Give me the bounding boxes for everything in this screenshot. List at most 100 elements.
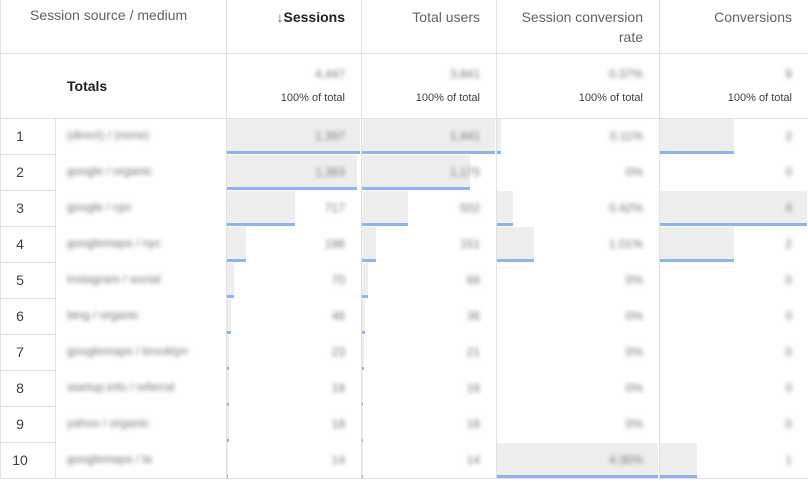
total-share: 100% of total bbox=[578, 92, 643, 104]
total-share: 100% of total bbox=[415, 92, 480, 104]
cell-value: 502 bbox=[459, 201, 480, 215]
bar bbox=[362, 155, 471, 190]
bar bbox=[660, 191, 807, 226]
cell-value: 0 bbox=[785, 165, 792, 179]
bar bbox=[362, 335, 364, 370]
bar bbox=[227, 371, 229, 406]
bar bbox=[227, 155, 357, 190]
bar bbox=[227, 443, 229, 478]
cell-value: 46 bbox=[331, 309, 345, 323]
divider bbox=[0, 226, 55, 227]
cell-value: 0 bbox=[785, 273, 792, 287]
divider bbox=[0, 370, 55, 371]
bar bbox=[227, 191, 296, 226]
divider bbox=[0, 478, 808, 479]
source-name: yahoo / organic bbox=[67, 416, 150, 430]
totals-label: Totals bbox=[67, 78, 108, 94]
header-text[interactable]: Sessions bbox=[283, 9, 345, 25]
bar bbox=[362, 263, 369, 298]
cell-value: 16 bbox=[466, 417, 480, 431]
divider bbox=[0, 190, 55, 191]
cell-value: 0% bbox=[625, 273, 643, 287]
cell-value: 21 bbox=[466, 345, 480, 359]
cell-value: 196 bbox=[324, 237, 345, 251]
cell-value: 0% bbox=[625, 381, 643, 395]
divider bbox=[659, 0, 660, 478]
bar bbox=[660, 227, 734, 262]
cell-value: 1,441 bbox=[449, 129, 480, 143]
row-index: 3 bbox=[16, 200, 24, 216]
cell-value: 1,397 bbox=[314, 129, 345, 143]
cell-value: 0.11% bbox=[609, 129, 643, 143]
bar bbox=[362, 371, 364, 406]
divider bbox=[0, 0, 1, 478]
column-header: Session source / medium bbox=[30, 7, 188, 23]
column-header[interactable]: Total users bbox=[412, 9, 480, 25]
bar bbox=[227, 227, 246, 262]
source-name: google / cpc bbox=[67, 200, 132, 214]
divider bbox=[361, 0, 362, 478]
bar bbox=[227, 119, 360, 154]
cell-value: 717 bbox=[324, 201, 345, 215]
cell-value: 0% bbox=[625, 309, 643, 323]
cell-value: 1.01% bbox=[608, 237, 643, 251]
bar bbox=[362, 443, 364, 478]
cell-value: 18 bbox=[331, 381, 345, 395]
cell-value: 4 bbox=[785, 201, 792, 215]
cell-value: 0% bbox=[625, 417, 643, 431]
row-index: 1 bbox=[16, 128, 24, 144]
cell-value: 70 bbox=[331, 273, 345, 287]
bar bbox=[362, 299, 366, 334]
source-name: (direct) / (none) bbox=[67, 128, 150, 142]
divider bbox=[0, 406, 55, 407]
column-header[interactable]: Session conversion rate bbox=[521, 9, 643, 45]
cell-value: 0 bbox=[785, 381, 792, 395]
total-value: 0.37% bbox=[608, 67, 643, 81]
divider bbox=[496, 0, 497, 478]
cell-value: 2 bbox=[785, 129, 792, 143]
bar bbox=[362, 227, 376, 262]
bar bbox=[227, 299, 232, 334]
divider bbox=[55, 118, 56, 478]
bar bbox=[362, 407, 364, 442]
row-index: 4 bbox=[16, 236, 24, 252]
cell-value: 66 bbox=[466, 273, 480, 287]
divider bbox=[0, 334, 55, 335]
bar bbox=[362, 119, 495, 154]
source-name: googlemaps / nyc bbox=[67, 236, 162, 250]
bar bbox=[660, 443, 697, 478]
cell-value: 0 bbox=[785, 345, 792, 359]
total-value: 9 bbox=[785, 67, 792, 81]
bar bbox=[227, 407, 229, 442]
row-index: 8 bbox=[16, 380, 24, 396]
cell-value: 0.42% bbox=[608, 201, 643, 215]
row-index: 7 bbox=[16, 344, 24, 360]
cell-value: 16 bbox=[466, 381, 480, 395]
total-share: 100% of total bbox=[727, 92, 792, 104]
bar bbox=[227, 263, 234, 298]
total-share: 100% of total bbox=[280, 92, 345, 104]
divider bbox=[0, 154, 55, 155]
column-header[interactable]: Conversions bbox=[714, 9, 792, 25]
bar bbox=[660, 119, 734, 154]
divider bbox=[0, 118, 808, 119]
cell-value: 0% bbox=[625, 165, 643, 179]
bar bbox=[497, 119, 502, 154]
source-name: google / organic bbox=[67, 164, 153, 178]
cell-value: 36 bbox=[466, 309, 480, 323]
row-index: 9 bbox=[16, 416, 24, 432]
bar bbox=[362, 191, 409, 226]
bar bbox=[227, 335, 230, 370]
divider bbox=[0, 298, 55, 299]
cell-value: 14 bbox=[331, 453, 345, 467]
cell-value: 0% bbox=[625, 345, 643, 359]
cell-value: 0 bbox=[785, 417, 792, 431]
divider bbox=[0, 262, 55, 263]
row-index: 10 bbox=[12, 452, 28, 468]
source-name: googlemaps / brooklyn bbox=[67, 344, 188, 358]
cell-value: 1 bbox=[785, 453, 792, 467]
cell-value: 23 bbox=[331, 345, 345, 359]
bar bbox=[497, 443, 658, 478]
source-name: startup.info / referral bbox=[67, 380, 175, 394]
